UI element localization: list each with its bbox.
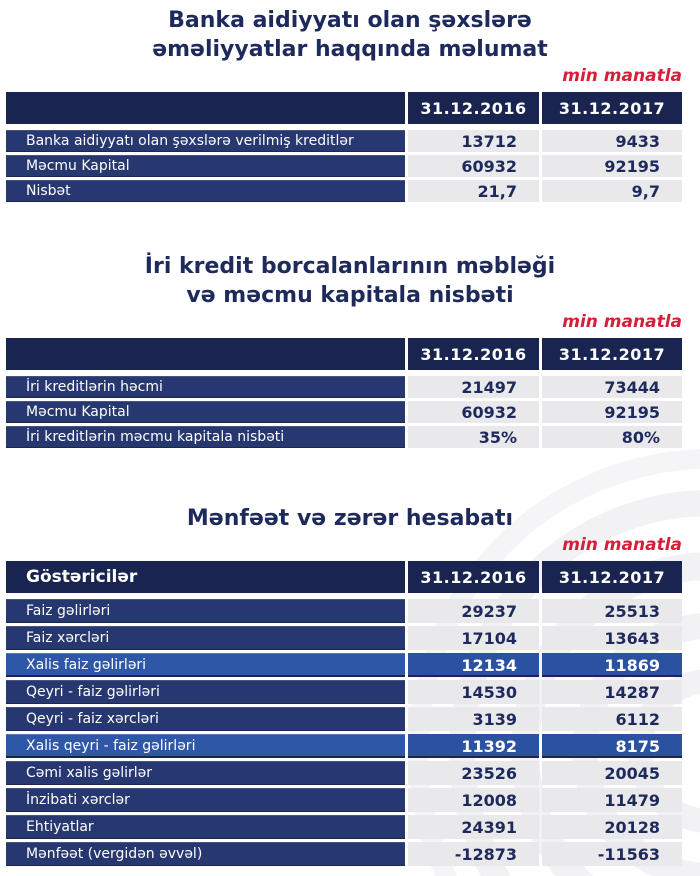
unit-label: min manatla xyxy=(562,535,682,556)
value-2017-cell: 92195 xyxy=(542,401,682,424)
value-2016-cell: 23526 xyxy=(408,761,539,786)
data-table: Göstəricilər 31.12.2016 31.12.2017 Faiz … xyxy=(6,561,682,867)
value-2017-cell: 20128 xyxy=(542,815,682,840)
table-row: Məcmu Kapital 60932 92195 xyxy=(6,401,682,424)
table-row: İri kreditlərin məcmu kapitala nisbəti 3… xyxy=(6,426,682,449)
section-title: İri kredit borcalanlarının məbləği və məc… xyxy=(0,252,700,310)
value-2017-cell: 13643 xyxy=(542,626,682,651)
value-2016-cell: 21,7 xyxy=(408,180,539,203)
table-row: Məcmu Kapital 60932 92195 xyxy=(6,155,682,178)
table-row: Banka aidiyyatı olan şəxslərə verilmiş k… xyxy=(6,130,682,153)
row-label-cell: İri kreditlərin həcmi xyxy=(6,376,405,399)
header-label-cell xyxy=(6,338,405,371)
value-2017-cell: 11479 xyxy=(542,788,682,813)
row-label-cell: Cəmi xalis gəlirlər xyxy=(6,761,405,786)
value-2017-cell: 80% xyxy=(542,426,682,449)
table-body: İri kreditlərin həcmi 21497 73444 Məcmu … xyxy=(6,376,682,449)
unit-label: min manatla xyxy=(562,312,682,333)
value-2017-cell: 8175 xyxy=(542,734,682,759)
report-section: İri kredit borcalanlarının məbləği və məc… xyxy=(0,252,700,449)
header-label-cell: Göstəricilər xyxy=(6,561,405,594)
table-row: Mənfəət (vergidən əvvəl) -12873 -11563 xyxy=(6,842,682,867)
table-row: Cəmi xalis gəlirlər 23526 20045 xyxy=(6,761,682,786)
table-row: Ehtiyatlar 24391 20128 xyxy=(6,815,682,840)
table-body: Banka aidiyyatı olan şəxslərə verilmiş k… xyxy=(6,130,682,203)
section-title: Mənfəət və zərər hesabatı xyxy=(0,504,700,533)
value-2017-cell: 25513 xyxy=(542,599,682,624)
table-row: Nisbət 21,7 9,7 xyxy=(6,180,682,203)
table-row: Xalis faiz gəlirləri 12134 11869 xyxy=(6,653,682,678)
value-2017-cell: 92195 xyxy=(542,155,682,178)
section-title-line: və məcmu kapitala nisbəti xyxy=(186,283,514,309)
unit-label: min manatla xyxy=(562,66,682,87)
value-2017-cell: 73444 xyxy=(542,376,682,399)
value-2016-cell: 60932 xyxy=(408,401,539,424)
report-section: Mənfəət və zərər hesabatı min manatla Gö… xyxy=(0,504,700,867)
table-row: Qeyri - faiz gəlirləri 14530 14287 xyxy=(6,680,682,705)
value-2017-cell: 14287 xyxy=(542,680,682,705)
header-date-2017-cell: 31.12.2017 xyxy=(542,338,682,371)
value-2016-cell: 35% xyxy=(408,426,539,449)
table-row: Qeyri - faiz xərcləri 3139 6112 xyxy=(6,707,682,732)
row-label-cell: Banka aidiyyatı olan şəxslərə verilmiş k… xyxy=(6,130,405,153)
value-2017-cell: -11563 xyxy=(542,842,682,867)
row-label-cell: Nisbət xyxy=(6,180,405,203)
row-label-cell: Qeyri - faiz xərcləri xyxy=(6,707,405,732)
value-2017-cell: 11869 xyxy=(542,653,682,678)
table-row: İri kreditlərin həcmi 21497 73444 xyxy=(6,376,682,399)
header-date-2017-cell: 31.12.2017 xyxy=(542,561,682,594)
value-2017-cell: 9433 xyxy=(542,130,682,153)
report-page: Banka aidiyyatı olan şəxslərə əməliyyatla… xyxy=(0,6,700,867)
data-table: 31.12.2016 31.12.2017 Banka aidiyyatı ol… xyxy=(6,92,682,203)
header-date-2016-cell: 31.12.2016 xyxy=(408,561,539,594)
value-2016-cell: 14530 xyxy=(408,680,539,705)
table-row: İnzibati xərclər 12008 11479 xyxy=(6,788,682,813)
value-2016-cell: 3139 xyxy=(408,707,539,732)
value-2016-cell: 12134 xyxy=(408,653,539,678)
row-label-cell: Faiz xərcləri xyxy=(6,626,405,651)
table-header-row: Göstəricilər 31.12.2016 31.12.2017 xyxy=(6,561,682,594)
value-2016-cell: 12008 xyxy=(408,788,539,813)
row-label-cell: Mənfəət (vergidən əvvəl) xyxy=(6,842,405,867)
table-body: Faiz gəlirləri 29237 25513 Faiz xərcləri… xyxy=(6,599,682,867)
table-header-row: 31.12.2016 31.12.2017 xyxy=(6,92,682,125)
row-label-cell: Xalis qeyri - faiz gəlirləri xyxy=(6,734,405,759)
row-label-cell: Ehtiyatlar xyxy=(6,815,405,840)
section-title-line: İri kredit borcalanlarının məbləği xyxy=(144,254,556,280)
section-title-line: Mənfəət və zərər hesabatı xyxy=(186,506,514,532)
header-date-2017-cell: 31.12.2017 xyxy=(542,92,682,125)
data-table: 31.12.2016 31.12.2017 İri kreditlərin hə… xyxy=(6,338,682,449)
report-section: Banka aidiyyatı olan şəxslərə əməliyyatla… xyxy=(0,6,700,203)
section-title: Banka aidiyyatı olan şəxslərə əməliyyatla… xyxy=(0,6,700,64)
value-2016-cell: 13712 xyxy=(408,130,539,153)
header-date-2016-cell: 31.12.2016 xyxy=(408,92,539,125)
row-label-cell: Məcmu Kapital xyxy=(6,401,405,424)
value-2017-cell: 9,7 xyxy=(542,180,682,203)
row-label-cell: İri kreditlərin məcmu kapitala nisbəti xyxy=(6,426,405,449)
value-2016-cell: 60932 xyxy=(408,155,539,178)
value-2016-cell: 24391 xyxy=(408,815,539,840)
row-label-cell: Xalis faiz gəlirləri xyxy=(6,653,405,678)
row-label-cell: İnzibati xərclər xyxy=(6,788,405,813)
row-label-cell: Qeyri - faiz gəlirləri xyxy=(6,680,405,705)
row-label-cell: Məcmu Kapital xyxy=(6,155,405,178)
header-label-cell xyxy=(6,92,405,125)
table-row: Xalis qeyri - faiz gəlirləri 11392 8175 xyxy=(6,734,682,759)
section-title-line: əməliyyatlar haqqında məlumat xyxy=(152,37,548,63)
section-title-line: Banka aidiyyatı olan şəxslərə xyxy=(168,8,532,33)
table-header-row: 31.12.2016 31.12.2017 xyxy=(6,338,682,371)
value-2016-cell: 17104 xyxy=(408,626,539,651)
header-date-2016-cell: 31.12.2016 xyxy=(408,338,539,371)
value-2017-cell: 20045 xyxy=(542,761,682,786)
table-row: Faiz xərcləri 17104 13643 xyxy=(6,626,682,651)
value-2016-cell: 21497 xyxy=(408,376,539,399)
value-2016-cell: -12873 xyxy=(408,842,539,867)
value-2017-cell: 6112 xyxy=(542,707,682,732)
value-2016-cell: 29237 xyxy=(408,599,539,624)
table-row: Faiz gəlirləri 29237 25513 xyxy=(6,599,682,624)
row-label-cell: Faiz gəlirləri xyxy=(6,599,405,624)
value-2016-cell: 11392 xyxy=(408,734,539,759)
